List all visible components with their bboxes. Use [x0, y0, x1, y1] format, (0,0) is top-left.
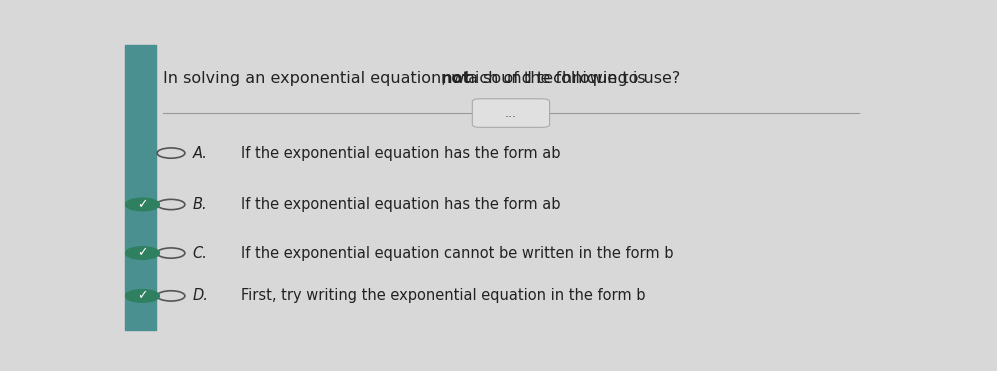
Circle shape: [126, 247, 160, 259]
FancyBboxPatch shape: [473, 99, 549, 127]
Text: If the exponential equation has the form ab: If the exponential equation has the form…: [240, 145, 560, 161]
Text: If the exponential equation cannot be written in the form b: If the exponential equation cannot be wr…: [240, 246, 673, 260]
Text: First, try writing the exponential equation in the form b: First, try writing the exponential equat…: [240, 288, 645, 303]
Circle shape: [126, 332, 160, 345]
Text: B.: B.: [192, 197, 207, 212]
Circle shape: [126, 198, 160, 211]
Text: D.: D.: [192, 288, 208, 303]
Text: ...: ...: [504, 106, 517, 119]
Text: ✓: ✓: [138, 198, 148, 211]
Text: ✓: ✓: [138, 247, 148, 260]
Text: not: not: [441, 71, 472, 86]
Text: a sound technique to use?: a sound technique to use?: [463, 71, 680, 86]
Text: ✓: ✓: [138, 289, 148, 302]
Text: A.: A.: [192, 145, 207, 161]
Text: C.: C.: [192, 246, 207, 260]
Text: If the exponential equation has the form ab: If the exponential equation has the form…: [240, 197, 560, 212]
Text: In solving an exponential equation, which of the following is: In solving an exponential equation, whic…: [164, 71, 651, 86]
Circle shape: [126, 290, 160, 302]
